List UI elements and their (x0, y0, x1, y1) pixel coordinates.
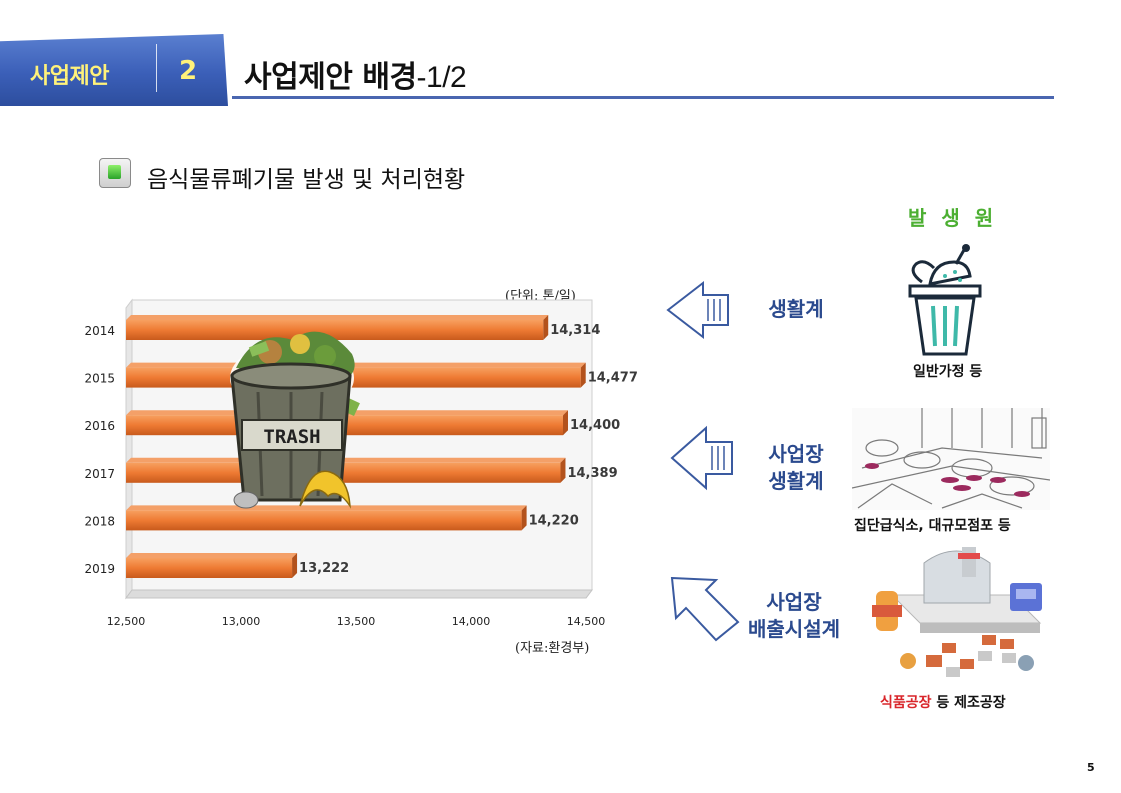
y-tick-label: 2017 (84, 467, 115, 481)
bar-top (126, 315, 549, 320)
bar (126, 510, 522, 531)
bar-end (292, 553, 298, 578)
bar-value-label: 14,389 (567, 466, 617, 481)
page-title-sub: -1/2 (416, 61, 467, 94)
bar-end (543, 315, 549, 340)
bullet-icon (99, 158, 131, 188)
origin-title: 발 생 원 (908, 206, 998, 230)
chart-floor (125, 589, 593, 599)
bar-end (560, 457, 566, 483)
y-tick-label: 2014 (84, 324, 115, 338)
caption-factory-rest: 등 제조공장 (931, 695, 1006, 711)
y-axis: 2014 2015 2016 2017 2018 2019 (84, 324, 115, 576)
x-tick-label: 14,000 (452, 615, 491, 628)
chart-source-label: (자료:환경부) (515, 641, 590, 656)
y-tick-label: 2019 (84, 562, 115, 576)
section-number: 2 (179, 56, 198, 86)
bar-value-label: 14,314 (550, 323, 600, 338)
caption-household: 일반가정 등 (913, 364, 983, 380)
y-tick-label: 2016 (84, 419, 115, 433)
caption-business-facility: 식품공장 등 제조공장 (880, 692, 1006, 712)
category-business-household: 사업장 생활계 (768, 442, 824, 493)
bar-top (126, 505, 527, 511)
x-tick-label: 14,500 (567, 615, 606, 628)
caption-food-factory: 식품공장 (880, 695, 932, 711)
title-underline (232, 96, 1054, 99)
section-title: 음식물류폐기물 발생 및 처리현황 (147, 167, 466, 193)
section-tab (0, 34, 228, 106)
bar (126, 320, 544, 340)
x-tick-label: 13,000 (222, 615, 261, 628)
section-tab-label: 사업제안 (30, 64, 109, 89)
bar-top (126, 457, 566, 463)
bar-value-label: 14,220 (529, 513, 579, 528)
category-business-facility: 사업장 배출시설계 (748, 590, 840, 641)
x-axis: 12,500 13,000 13,500 14,000 14,500 (107, 615, 606, 628)
tab-divider (156, 44, 157, 92)
factory-icon (862, 543, 1050, 685)
y-tick-label: 2018 (84, 514, 115, 528)
cafeteria-icon (852, 408, 1050, 510)
bar-value-label: 14,477 (588, 371, 638, 386)
bar-value-label: 13,222 (299, 561, 349, 576)
page-number: 5 (1087, 761, 1095, 774)
bar-end (563, 410, 568, 436)
caption-business-household: 집단급식소, 대규모점포 등 (854, 518, 1011, 534)
bar (126, 558, 293, 578)
x-tick-label: 13,500 (337, 615, 376, 628)
y-tick-label: 2015 (84, 372, 115, 386)
food-bin-icon (908, 244, 982, 356)
arrow-upleft-icon (670, 576, 740, 642)
arrow-left-icon (666, 280, 729, 340)
trash-label: TRASH (263, 426, 320, 448)
bar-value-label: 14,400 (570, 418, 620, 433)
bar-end (580, 362, 586, 388)
trash-can-icon: TRASH (230, 331, 360, 509)
arrow-left-icon (670, 425, 733, 491)
category-household: 생활계 (768, 297, 824, 321)
x-tick-label: 12,500 (107, 615, 146, 628)
page-title-main: 사업제안 배경 (244, 60, 417, 95)
bar-top (126, 553, 298, 558)
bar-end (521, 505, 527, 531)
page-title: 사업제안 배경-1/2 (244, 52, 467, 96)
